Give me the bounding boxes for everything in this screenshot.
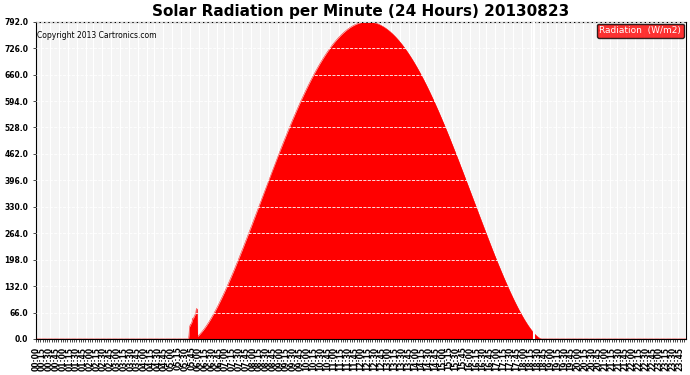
Text: Copyright 2013 Cartronics.com: Copyright 2013 Cartronics.com [37, 31, 157, 40]
Title: Solar Radiation per Minute (24 Hours) 20130823: Solar Radiation per Minute (24 Hours) 20… [152, 4, 569, 19]
Legend: Radiation  (W/m2): Radiation (W/m2) [597, 24, 684, 38]
